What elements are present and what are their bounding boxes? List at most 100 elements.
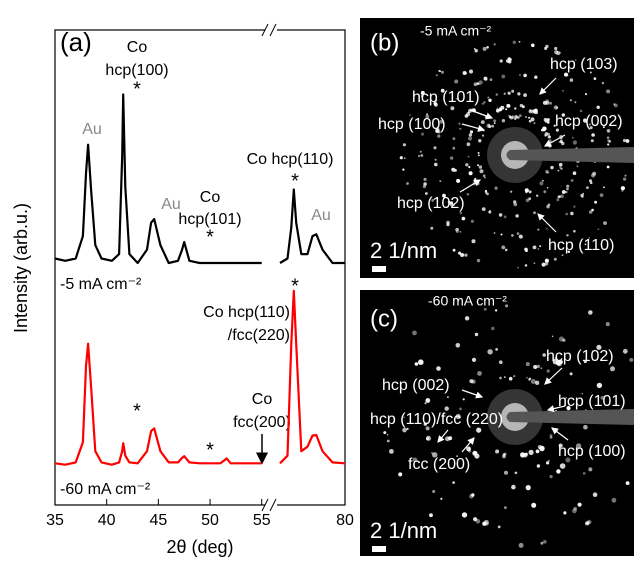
spot [483, 101, 486, 104]
spot [591, 208, 594, 212]
spot [464, 72, 467, 75]
spot [439, 119, 444, 124]
spot [453, 204, 456, 206]
spot [621, 189, 624, 192]
spot [563, 511, 567, 515]
spot [546, 205, 550, 209]
spot [575, 443, 582, 449]
spot [566, 234, 569, 237]
spot [555, 360, 561, 366]
ring-label: hcp (103) [550, 56, 618, 73]
spot [509, 116, 514, 120]
spot [572, 508, 577, 514]
scale-bar [372, 266, 386, 272]
spot [458, 122, 461, 125]
spot [537, 248, 540, 250]
spot [436, 366, 441, 371]
spot [584, 243, 587, 246]
spot [467, 111, 470, 114]
spot [433, 146, 437, 150]
spot [554, 50, 559, 55]
spot [505, 304, 509, 308]
spot [601, 81, 605, 85]
spot [477, 164, 479, 167]
spot [489, 78, 493, 81]
spot [569, 78, 574, 82]
spot [518, 40, 521, 43]
spot [386, 439, 390, 443]
spot [514, 471, 517, 474]
ring-label: hcp (102) [397, 195, 465, 212]
spot [425, 192, 428, 195]
spot [446, 220, 450, 225]
spot [554, 357, 557, 359]
spot [570, 211, 574, 216]
spot [537, 228, 540, 231]
x-tick-label: 55 [253, 512, 271, 529]
spot [459, 127, 462, 130]
spot [464, 114, 469, 118]
spot [476, 258, 481, 263]
spot [559, 140, 563, 144]
spot [591, 133, 595, 137]
spot [495, 348, 498, 351]
spot [403, 416, 406, 419]
spot [442, 193, 446, 198]
spot [585, 521, 590, 526]
spot [557, 169, 560, 172]
spot [430, 226, 434, 230]
spot [507, 91, 511, 95]
spot [509, 114, 511, 117]
spot [479, 83, 481, 86]
panel-a: Intensity (arb.u.) 2θ (deg) (a) Co hcp(1… [11, 23, 354, 557]
spot [533, 122, 536, 125]
spot [487, 349, 493, 355]
spot [573, 205, 576, 208]
x-axis-label: 2θ (deg) [166, 537, 233, 557]
spot [465, 163, 469, 167]
spot [549, 101, 552, 105]
spot [531, 502, 537, 508]
spot [420, 90, 425, 95]
spot [603, 221, 607, 226]
spot [602, 126, 605, 129]
spot [582, 118, 587, 123]
annotation: Co hcp(110) [203, 304, 290, 321]
spot [486, 46, 489, 49]
spot [426, 435, 431, 441]
panel-c: (c) -60 mA cm⁻² hcp (102) hcp (002) hcp … [360, 290, 634, 556]
annotation: Au [161, 196, 181, 213]
spot [455, 343, 461, 348]
spot [547, 459, 550, 462]
spot [535, 449, 540, 454]
spot [451, 167, 455, 171]
annotation: Co [127, 39, 148, 56]
arrows [459, 77, 566, 233]
spot [608, 140, 612, 143]
spot [528, 190, 532, 194]
spot [458, 251, 462, 255]
peak-marker: * [206, 439, 214, 461]
panel-label: (a) [60, 27, 92, 57]
spot [448, 436, 453, 441]
spot [546, 187, 549, 189]
spot [579, 109, 583, 113]
spot [544, 258, 550, 263]
spot [491, 124, 494, 128]
spot [606, 136, 610, 139]
spot [479, 169, 484, 174]
spot [582, 472, 586, 475]
spot [622, 138, 627, 143]
spot [434, 158, 437, 161]
spot [546, 171, 548, 174]
spot [525, 362, 530, 367]
spot [561, 190, 566, 194]
spot [466, 193, 470, 196]
spot [467, 136, 473, 141]
spot [412, 457, 418, 463]
spot [562, 338, 566, 342]
spot [497, 525, 501, 529]
spot [464, 253, 468, 257]
spot [489, 209, 491, 212]
